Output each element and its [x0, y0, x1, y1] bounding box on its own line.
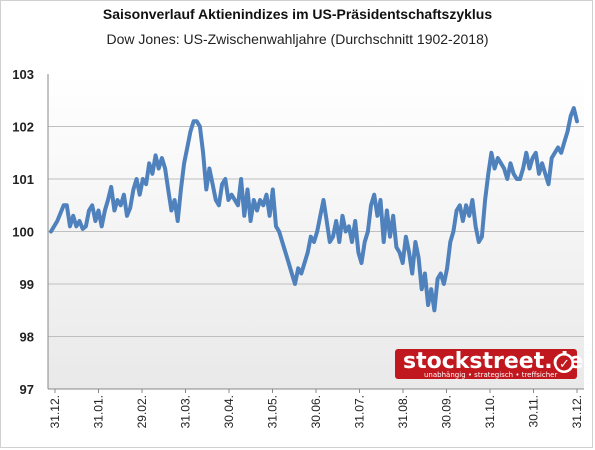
y-tick-label-97: 97	[20, 382, 34, 397]
watermark-tagline: unabhängig • strategisch • treffsicher	[424, 371, 557, 379]
x-tick-label-0: 31.12.	[48, 395, 62, 428]
y-tick-label-99: 99	[20, 277, 34, 292]
x-tick-label-7: 31.07.	[353, 395, 367, 428]
x-tick-label-12: 31.12.	[570, 395, 584, 428]
x-tick-label-11: 30.11.	[527, 395, 541, 427]
x-tick-label-9: 30.09.	[440, 395, 454, 428]
x-tick-label-8: 31.08.	[396, 395, 410, 428]
y-tick-label-98: 98	[20, 330, 34, 345]
y-tick-label-102: 102	[12, 120, 34, 135]
check-icon: ✓	[559, 357, 570, 372]
chart-title: Saisonverlauf Aktienindizes im US-Präsid…	[102, 6, 493, 22]
x-tick-label-1: 31.01.	[92, 395, 106, 428]
y-tick-label-100: 100	[12, 225, 34, 240]
series-line-dow-jones	[49, 106, 579, 313]
watermark-brand: stockstreet.de	[403, 349, 583, 374]
check-icon-ring	[556, 355, 572, 371]
x-tick-label-3: 31.03.	[179, 395, 193, 428]
x-tick-label-10: 31.10.	[483, 395, 497, 428]
stockstreet-watermark: stockstreet.de unabhängig • strategisch …	[395, 349, 583, 379]
chart-subtitle: Dow Jones: US-Zwischenwahljahre (Durchsc…	[106, 31, 489, 47]
x-tick-label-5: 31.05.	[266, 395, 280, 428]
watermark-badge	[395, 349, 577, 379]
x-tick-label-6: 30.06.	[309, 395, 323, 428]
y-tick-label-103: 103	[12, 67, 34, 82]
y-tick-label-101: 101	[12, 172, 34, 187]
x-tick-label-2: 29.02.	[135, 395, 149, 428]
x-tick-label-4: 30.04.	[222, 395, 236, 428]
